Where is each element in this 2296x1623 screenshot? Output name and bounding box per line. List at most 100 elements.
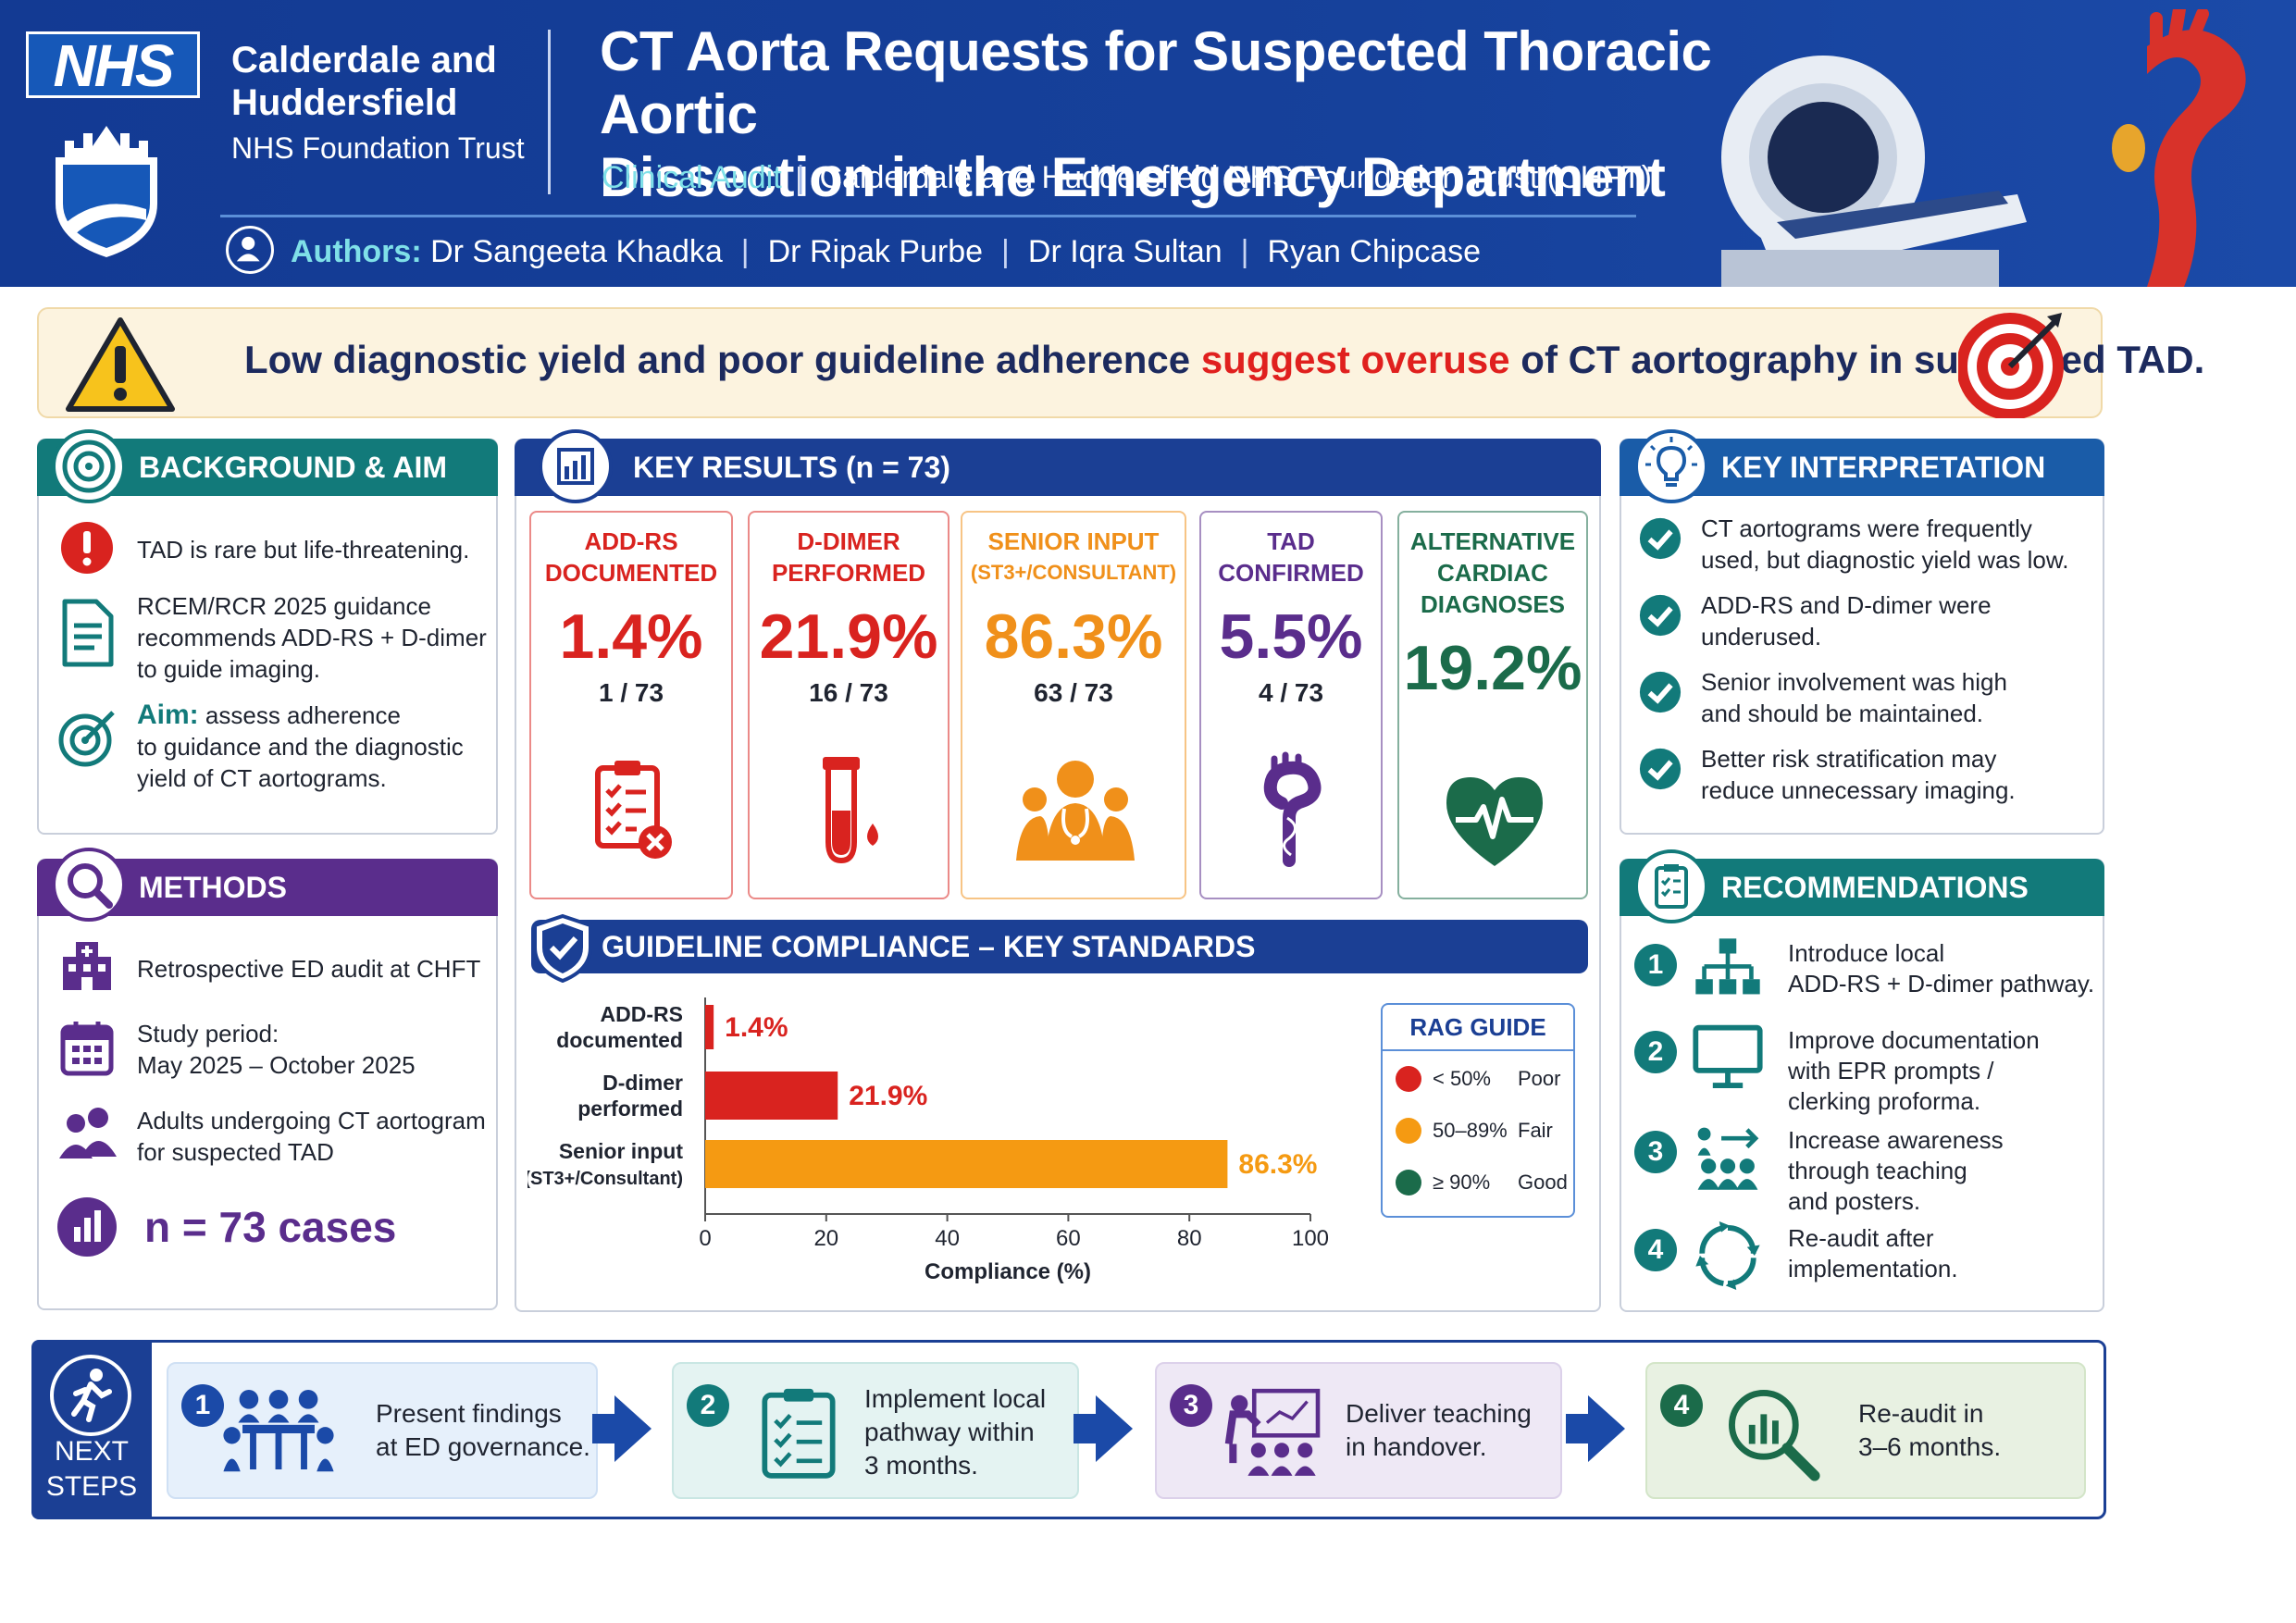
result-card-value: 5.5% [1219, 601, 1363, 672]
step-number: 2 [687, 1384, 729, 1427]
result-card-value: 19.2% [1403, 633, 1582, 703]
alert-icon [61, 522, 113, 574]
title-line1: CT Aorta Requests for Suspected Thoracic… [600, 20, 1712, 145]
next-steps-label-box [31, 1340, 152, 1519]
result-card: ALTERNATIVE CARDIAC DIAGNOSES 19.2% [1397, 511, 1588, 899]
recommendation-item: Re-audit after implementation. [1788, 1224, 1958, 1282]
bar-chart-icon [57, 1197, 117, 1257]
rag-range: 50–89% [1433, 1119, 1508, 1142]
result-card-title-line: D-DIMER [797, 527, 900, 555]
result-card-fraction: 63 / 73 [1034, 678, 1113, 707]
running-person-icon [50, 1355, 131, 1436]
pathway-icon [1695, 938, 1760, 995]
next-step-card: 1 Present findings at ED governance. [167, 1362, 598, 1499]
category-label: Senior input [559, 1139, 684, 1163]
methods-item-2: Study period: May 2025 – October 2025 [137, 1020, 416, 1079]
result-card-title-line: DOCUMENTED [544, 559, 718, 587]
result-card-title: ADD-RS DOCUMENTED [531, 526, 731, 588]
step-arrow-icon [1074, 1395, 1133, 1462]
step-arrow-icon [592, 1395, 652, 1462]
result-card-value: 21.9% [759, 601, 938, 672]
cycle-icon [1695, 1221, 1760, 1290]
author-1: Dr Sangeeta Khadka [430, 234, 723, 269]
result-card-fraction: 1 / 73 [598, 678, 664, 707]
rag-guide-rule [1383, 1049, 1573, 1051]
compliance-header: GUIDELINE COMPLIANCE – KEY STANDARDS [531, 920, 1588, 973]
recommendation-item: Improve documentation with EPR prompts / c… [1788, 1026, 2040, 1115]
recommendation-number: 1 [1634, 944, 1677, 986]
result-card-title: ALTERNATIVE CARDIAC DIAGNOSES [1399, 526, 1586, 620]
bar-value-label: 21.9% [849, 1081, 927, 1111]
check-circle-icon [1639, 517, 1682, 560]
recommendation-number: 3 [1634, 1131, 1677, 1173]
interpretation-item: ADD-RS and D-dimer were underused. [1701, 591, 1992, 650]
header-rule [220, 215, 1636, 217]
rag-dot [1396, 1118, 1421, 1144]
step-text: Present findings at ED governance. [376, 1399, 590, 1461]
result-card-value: 1.4% [559, 601, 703, 672]
background-item-2: RCEM/RCR 2025 guidance recommends ADD-RS… [137, 592, 487, 683]
trust-name-line2: Huddersfield [231, 82, 458, 123]
interpretation-panel [1620, 439, 2104, 835]
authors-line: Authors: Dr Sangeeta Khadka | Dr Ripak Pur… [291, 233, 1481, 270]
result-card-title-line: PERFORMED [771, 559, 926, 587]
bar-value-label: 86.3% [1238, 1149, 1317, 1180]
result-card-title: SENIOR INPUT (ST3+/CONSULTANT) [962, 526, 1185, 588]
bullseye-icon [52, 429, 126, 503]
interpretation-item: Better risk stratification may reduce unn… [1701, 745, 2016, 804]
ct-scanner-aorta-illustration [1721, 9, 2246, 287]
methods-item-3: Adults undergoing CT aortogram for suspe… [137, 1107, 486, 1166]
author-4: Ryan Chipcase [1267, 234, 1482, 269]
team-doctor-icon [1016, 761, 1135, 861]
warning-icon [66, 317, 175, 412]
rag-guide-title: RAG GUIDE [1409, 1013, 1546, 1041]
magnifier-chart-icon [1729, 1390, 1820, 1481]
case-count: n = 73 cases [144, 1203, 397, 1251]
result-card-title: D-DIMER PERFORMED [750, 526, 948, 588]
result-card-fraction: 16 / 73 [809, 678, 888, 707]
separator: | [740, 234, 750, 269]
presentation-icon [1224, 1388, 1321, 1476]
calendar-icon [60, 1022, 114, 1076]
poster-title: CT Aorta Requests for Suspected Thoracic… [600, 20, 1821, 209]
step-number: 1 [181, 1384, 224, 1427]
next-step-card: 3 Deliver teaching in handover. [1155, 1362, 1562, 1499]
result-card-title-line: CONFIRMED [1218, 559, 1364, 587]
rag-label: Poor [1518, 1067, 1561, 1090]
person-icon [226, 226, 274, 274]
teaching-group-icon [1697, 1127, 1759, 1190]
trust-crest-icon [56, 126, 157, 257]
trust-subtitle: NHS Foundation Trust [231, 131, 525, 165]
check-circle-icon [1639, 594, 1682, 637]
recommendation-item: Introduce local ADD-RS + D-dimer pathway. [1788, 939, 2095, 997]
separator: | [796, 160, 805, 195]
rag-label: Fair [1518, 1119, 1553, 1142]
result-card-title-line: SENIOR INPUT [987, 527, 1160, 555]
compliance-bar [705, 1005, 714, 1049]
checklist-icon [1634, 849, 1708, 923]
key-results-header: KEY RESULTS (n = 73) [515, 439, 1601, 496]
rag-dot [1396, 1170, 1421, 1196]
bar-value-label: 1.4% [725, 1012, 788, 1043]
background-item-1: TAD is rare but life-threatening. [137, 536, 470, 564]
methods-item-1: Retrospective ED audit at CHFT [137, 955, 481, 983]
interpretation-item: CT aortograms were frequently used, but d… [1701, 514, 2069, 574]
x-tick-label: 20 [813, 1226, 838, 1251]
nhs-logo: NHS [26, 31, 200, 98]
result-card-title-line: ALTERNATIVE [1409, 527, 1576, 555]
result-card: D-DIMER PERFORMED 21.9% 16 / 73 [748, 511, 949, 899]
meeting-icon [223, 1390, 334, 1472]
analytics-icon [539, 429, 613, 503]
result-card: ADD-RS DOCUMENTED 1.4% 1 / 73 [529, 511, 733, 899]
recommendation-item: Increase awareness through teaching and po… [1788, 1126, 2004, 1215]
author-2: Dr Ripak Purbe [767, 234, 984, 269]
clipboard-x-icon [595, 761, 672, 859]
next-steps-label: NEXT STEPS [45, 1436, 138, 1502]
next-step-card: 4 Re-audit in 3–6 months. [1645, 1362, 2086, 1499]
result-card-fraction: 4 / 73 [1258, 678, 1324, 707]
result-card: TAD CONFIRMED 5.5% 4 / 73 [1199, 511, 1383, 899]
step-number: 4 [1660, 1384, 1703, 1427]
check-circle-icon [1639, 671, 1682, 713]
banner-text-b: of CT aortography in suspected TAD. [1509, 338, 2205, 381]
banner-text-highlight: suggest overuse [1200, 338, 1510, 381]
